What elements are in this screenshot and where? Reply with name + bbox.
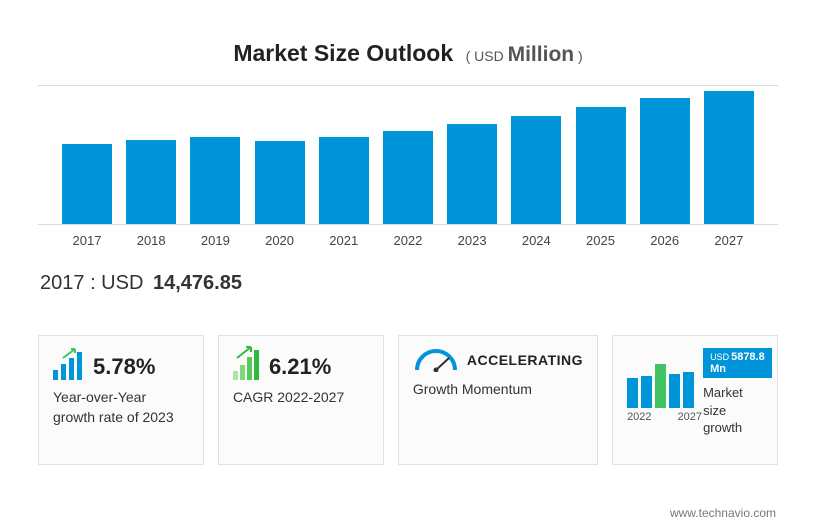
x-tick-label: 2025	[576, 233, 626, 248]
mini-bar	[669, 374, 680, 408]
x-tick-label: 2019	[190, 233, 240, 248]
bar-chart-x-axis: 2017 2018 2019 2020 2021 2022 2023 2024 2025 2026…	[38, 225, 778, 248]
x-tick-label: 2020	[255, 233, 305, 248]
chart-title-row: Market Size Outlook ( USD Million )	[0, 0, 816, 85]
x-tick-label: 2023	[447, 233, 497, 248]
x-tick-label: 2026	[640, 233, 690, 248]
arrow-up-icon	[235, 344, 255, 360]
speedometer-icon	[413, 348, 459, 372]
x-tick-label: 2024	[511, 233, 561, 248]
bar	[126, 140, 176, 224]
x-tick-label: 2027	[704, 233, 754, 248]
bar	[447, 124, 497, 224]
bar-chart-area	[38, 85, 778, 225]
bar	[62, 144, 112, 224]
cards-row: 5.78% Year-over-Year growth rate of 2023…	[0, 295, 816, 465]
mini-bar-chart	[627, 348, 763, 408]
momentum-label: Growth Momentum	[413, 380, 583, 400]
mini-bar	[683, 372, 694, 408]
bar	[511, 116, 561, 224]
card-momentum: ACCELERATING Growth Momentum	[398, 335, 598, 465]
x-tick-label: 2018	[126, 233, 176, 248]
bar-chart: 2017 2018 2019 2020 2021 2022 2023 2024 2025 2026…	[38, 85, 778, 248]
bar	[704, 91, 754, 224]
card-yoy: 5.78% Year-over-Year growth rate of 2023	[38, 335, 204, 465]
callout-currency: : USD	[90, 272, 143, 294]
footer-attribution: www.technavio.com	[670, 506, 776, 520]
bar	[319, 137, 369, 224]
mini-x-start: 2022	[627, 411, 651, 423]
bars-up-icon	[53, 350, 85, 380]
bar	[383, 131, 433, 224]
bar	[190, 137, 240, 224]
mini-bar	[641, 376, 652, 408]
arrow-up-icon	[61, 346, 79, 360]
x-tick-label: 2022	[383, 233, 433, 248]
cagr-percent: 6.21%	[269, 354, 331, 380]
growth-bars-icon	[233, 350, 261, 380]
x-tick-label: 2021	[319, 233, 369, 248]
mini-x-end: 2027	[678, 411, 702, 423]
bar	[576, 107, 626, 224]
cagr-label: CAGR 2022-2027	[233, 388, 369, 408]
x-tick-label: 2017	[62, 233, 112, 248]
yoy-percent: 5.78%	[93, 354, 155, 380]
card-cagr: 6.21% CAGR 2022-2027	[218, 335, 384, 465]
bar	[255, 141, 305, 224]
card-growth: USD5878.8 Mn Market size growth 2022 202…	[612, 335, 778, 465]
chart-unit: ( USD Million )	[466, 43, 583, 67]
momentum-title: ACCELERATING	[467, 352, 583, 368]
mini-bar	[627, 378, 638, 408]
mini-bar	[655, 364, 666, 408]
callout-amount: 14,476.85	[153, 272, 242, 294]
callout-value: 2017 : USD 14,476.85	[0, 248, 816, 295]
callout-year: 2017	[40, 272, 85, 294]
yoy-label: Year-over-Year growth rate of 2023	[53, 388, 189, 427]
chart-title: Market Size Outlook	[233, 40, 453, 67]
bar	[640, 98, 690, 224]
